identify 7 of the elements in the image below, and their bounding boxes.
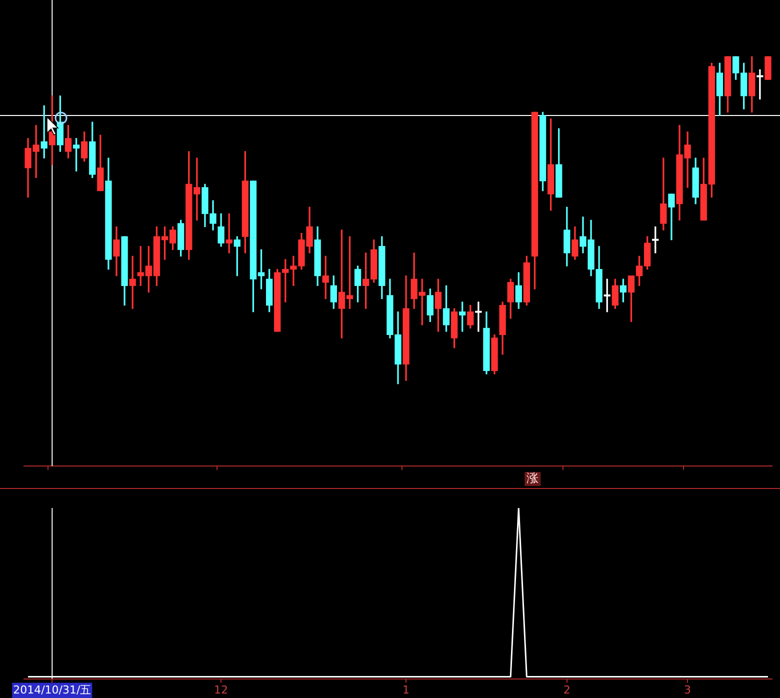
x-tick-label: 12 bbox=[214, 683, 228, 696]
text: 涨 bbox=[526, 471, 539, 486]
x-tick-label: 2 bbox=[563, 683, 570, 696]
candlestick bbox=[475, 302, 482, 332]
x-tick-label: 3 bbox=[684, 683, 692, 696]
x-tick-label: 1 bbox=[402, 683, 410, 696]
x-tick-label: 2014/10/31/五 bbox=[13, 683, 92, 696]
